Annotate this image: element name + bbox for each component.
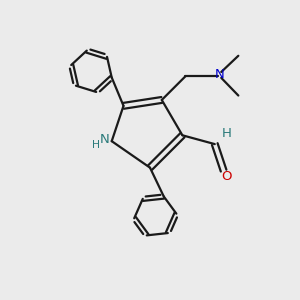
Text: H: H [92, 140, 100, 150]
Text: N: N [100, 133, 109, 146]
Text: N: N [214, 68, 224, 81]
Text: O: O [221, 170, 232, 183]
Text: H: H [222, 127, 232, 140]
